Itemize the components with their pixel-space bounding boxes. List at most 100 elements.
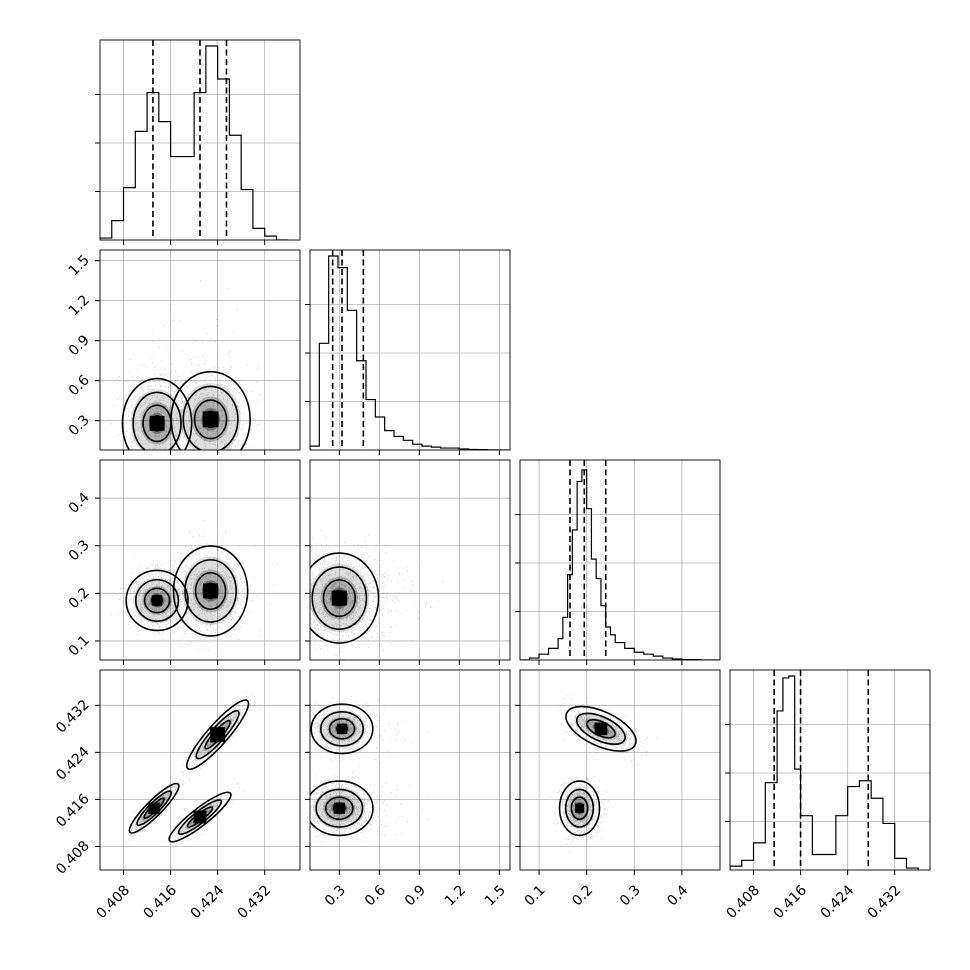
contour-line: [195, 710, 240, 760]
contour-line: [121, 377, 193, 450]
contour-line: [310, 780, 374, 837]
contour-line: [324, 796, 354, 821]
contour-line: [143, 797, 165, 820]
y-tick-label: 0.416: [53, 791, 93, 831]
contour-line: [185, 699, 250, 771]
panel-frame: [99, 39, 301, 241]
panel-frame: [729, 669, 931, 871]
y-tick-label: 1.5: [66, 252, 93, 279]
contour-line: [585, 719, 616, 739]
contour-line: [328, 718, 356, 740]
contour-line: [570, 796, 589, 821]
y-tick-label: 0.1: [66, 632, 93, 659]
x-tick-label: 0.408: [93, 882, 133, 922]
contour-line: [194, 571, 227, 610]
y-tick-label: 1.2: [66, 292, 93, 319]
density-peak: [148, 802, 160, 814]
density-peak: [333, 802, 345, 814]
contour-line: [211, 728, 224, 742]
density-peak: [210, 727, 226, 743]
contour-line: [172, 545, 249, 637]
histogram-step: [730, 675, 919, 870]
joint-panel-3-0: [95, 669, 301, 875]
y-tick-label: 0.432: [53, 697, 93, 737]
contour-line: [311, 566, 368, 630]
panel-frame: [309, 249, 511, 451]
panel-frame: [99, 459, 301, 661]
density-peak: [203, 583, 219, 599]
x-tick-label: 0.2: [569, 882, 596, 909]
histogram-step: [100, 45, 289, 240]
x-tick-label: 1.5: [482, 882, 509, 909]
joint-panel-3-2: [515, 669, 721, 875]
contour-line: [132, 391, 182, 450]
histogram-step: [520, 469, 720, 660]
contour-line: [151, 594, 164, 607]
x-tick-label: 0.4: [664, 882, 691, 909]
histogram-panel-1: [305, 249, 511, 455]
contour-line: [336, 723, 348, 734]
contour-line: [564, 788, 595, 828]
contour-line: [184, 559, 237, 623]
contour-line: [203, 410, 218, 429]
contour-line: [128, 782, 180, 834]
histogram-panel-2: [515, 459, 721, 665]
y-tick-label: 0.4: [66, 490, 93, 517]
x-tick-label: 0.1: [522, 882, 549, 909]
x-tick-label: 0.432: [865, 882, 905, 922]
x-tick-label: 0.408: [723, 882, 763, 922]
contour-line: [558, 780, 601, 837]
contour-line: [125, 569, 189, 632]
contour-line: [322, 579, 356, 618]
density-peak: [336, 723, 348, 734]
contour-line: [565, 705, 637, 752]
x-tick-label: 0.432: [235, 882, 275, 922]
joint-panel-2-0: [95, 459, 301, 665]
y-tick-label: 0.3: [66, 412, 93, 439]
panel-frame: [519, 459, 721, 661]
contour-line: [319, 710, 365, 747]
contour-line: [310, 703, 374, 755]
contour-line: [204, 719, 231, 750]
contour-line: [150, 415, 164, 432]
x-tick-label: 0.424: [188, 882, 228, 922]
x-tick-label: 0.424: [818, 882, 858, 922]
contour-line: [149, 803, 160, 814]
joint-panel-2-1: [305, 459, 511, 665]
contour-line: [594, 724, 608, 734]
histogram-panel-0: [95, 39, 301, 245]
y-tick-label: 0.2: [66, 585, 93, 612]
contour-line: [186, 806, 214, 828]
histogram-panel-3: [725, 669, 931, 875]
y-tick-label: 0.424: [53, 744, 93, 784]
panel-frame: [519, 669, 721, 871]
panel-frame: [99, 249, 301, 451]
histogram-step: [310, 255, 510, 450]
panel-frame: [309, 669, 511, 871]
density-peak: [151, 595, 163, 606]
contour-line: [310, 552, 380, 644]
panel-frame: [99, 669, 301, 871]
x-tick-label: 1.2: [442, 882, 469, 909]
contour-line: [134, 578, 180, 622]
y-tick-label: 0.408: [53, 838, 93, 878]
x-tick-label: 0.9: [402, 882, 429, 909]
contour-line: [332, 589, 347, 607]
x-tick-label: 0.416: [771, 882, 811, 922]
density-peak: [149, 415, 165, 431]
contour-line: [182, 385, 239, 450]
contour-line: [194, 812, 206, 822]
contour-line: [575, 802, 584, 814]
x-tick-label: 0.416: [141, 882, 181, 922]
contour-line: [575, 712, 626, 745]
x-tick-label: 0.6: [362, 882, 389, 909]
panel-frame: [309, 459, 511, 661]
contour-line: [332, 802, 346, 814]
density-peak: [202, 411, 219, 428]
contour-line: [170, 370, 251, 450]
panels-layer: 0.408 0.416 0.424 0.432 0.3 0.6 0.9 1.2 1.5 0.1 0.…: [53, 39, 931, 922]
sample-points: [111, 520, 279, 651]
contour-line: [203, 582, 218, 600]
y-tick-label: 0.3: [66, 537, 93, 564]
